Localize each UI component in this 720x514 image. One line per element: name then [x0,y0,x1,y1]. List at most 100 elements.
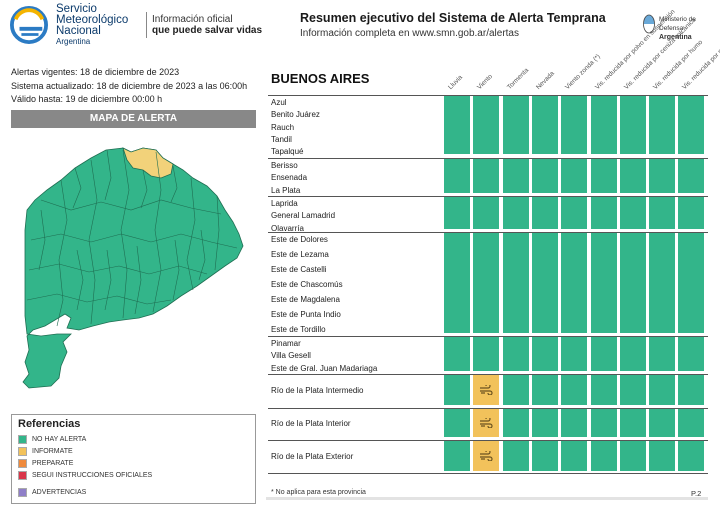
alert-cell-no-alert [444,159,470,193]
alert-cell-no-alert [444,441,470,471]
alert-cell-no-alert [649,233,676,333]
alert-cell-no-alert [590,197,617,229]
group-divider [268,232,708,233]
zone-label: Este de Magdalena [271,295,340,304]
alert-cell-no-alert [502,337,529,371]
alert-cell-no-alert [561,375,588,405]
province-title: BUENOS AIRES [271,71,370,86]
zone-label: Río de la Plata Interior [271,419,351,428]
page-number: P.2 [691,489,702,498]
alert-cell-no-alert [678,197,705,229]
legend-item-advertencias: ADVERTENCIAS [18,488,86,497]
shield-icon [643,14,655,34]
alert-cell-informate [473,409,500,437]
alert-cell-no-alert [444,197,470,229]
alert-cell-no-alert [561,233,588,333]
wind-icon [480,451,493,461]
wind-icon [480,385,493,395]
page-subtitle: Información completa en www.smn.gob.ar/a… [300,28,519,39]
zone-label: Olavarría [271,223,304,233]
alert-cell-no-alert [619,337,646,371]
zone-label: Berisso [271,161,298,170]
page-title: Resumen ejecutivo del Sistema de Alerta … [300,11,606,25]
footer-bar [266,497,708,500]
column-header: Viento [476,73,495,91]
alert-cell-no-alert [444,409,470,437]
zone-label: Laprida [271,199,298,208]
alert-map [22,147,244,389]
alert-cell-no-alert [502,197,529,229]
alert-cell-no-alert [678,159,705,193]
alert-cell-no-alert [473,96,500,154]
alert-cell-no-alert [473,159,500,193]
alert-cell-no-alert [561,409,588,437]
zone-label: Río de la Plata Exterior [271,452,354,461]
column-header: Lluvia [447,74,465,91]
alert-cell-no-alert [619,375,646,405]
alert-cell-no-alert [619,197,646,229]
alert-cell-no-alert [531,409,558,437]
alert-cell-no-alert [444,96,470,154]
group-divider [268,473,708,474]
alert-cell-no-alert [619,233,646,333]
legend-item-no-alert: NO HAY ALERTA [18,435,86,444]
alert-cell-no-alert [678,96,705,154]
group-divider [268,408,708,409]
alert-cell-no-alert [590,441,617,471]
alert-cell-no-alert [444,233,470,333]
alert-cell-no-alert [502,233,529,333]
footnote: * No aplica para esta provincia [271,489,366,496]
header: Servicio Meteorológico Nacional Argentin… [0,0,720,50]
map-title: MAPA DE ALERTA [11,110,256,128]
alert-cell-informate [473,375,500,405]
alert-cell-no-alert [502,159,529,193]
province-yellow-area [122,147,174,179]
alert-cell-no-alert [649,409,676,437]
alert-cell-no-alert [619,441,646,471]
smn-logo-icon [10,6,48,44]
alert-cell-informate [473,441,500,471]
valid-until: Válido hasta: 19 de diciembre 00:00 h [11,94,163,104]
legend-item-segui: SEGUI INSTRUCCIONES OFICIALES [18,471,152,480]
tagline: Información oficial que puede salvar vid… [152,14,263,36]
alert-cell-no-alert [531,197,558,229]
alert-cell-no-alert [561,96,588,154]
alert-cell-no-alert [619,409,646,437]
zone-label: Río de la Plata Intermedio [271,386,364,395]
alert-cell-no-alert [561,197,588,229]
zone-label: Este de Tordillo [271,325,326,334]
alert-cell-no-alert [502,96,529,154]
alert-cell-no-alert [561,159,588,193]
zone-label: Este de Chascomús [271,280,343,289]
alert-cell-no-alert [678,233,705,333]
zone-label: Pinamar [271,339,301,348]
alert-cell-no-alert [531,96,558,154]
ministry-logo: Ministerio de Defensa Argentina [643,14,713,41]
group-divider [268,336,708,337]
group-divider [268,440,708,441]
alert-cell-no-alert [444,337,470,371]
zone-label: Villa Gesell [271,351,311,361]
alert-cell-no-alert [649,197,676,229]
alert-cell-no-alert [678,375,705,405]
zone-label: La Plata [271,185,301,195]
group-divider [268,374,708,375]
group-divider [268,158,708,159]
divider [146,12,147,38]
legend: Referencias NO HAY ALERTA INFORMATE PREP… [11,414,256,504]
alert-cell-no-alert [649,96,676,154]
alert-cell-no-alert [561,441,588,471]
alert-date: Alertas vigentes: 18 de diciembre de 202… [11,67,180,77]
column-header: Nevada [534,70,556,91]
alert-cell-no-alert [502,441,529,471]
zone-label: Ensenada [271,173,308,183]
alert-cell-no-alert [678,441,705,471]
column-header: Tormenta [505,66,530,91]
zone-label: Este de Punta Indio [271,310,341,319]
zone-label: Tapalqué [271,147,304,157]
update-time: Sistema actualizado: 18 de diciembre de … [11,81,248,91]
alert-cell-no-alert [561,337,588,371]
alert-cell-no-alert [649,337,676,371]
alert-cell-no-alert [678,409,705,437]
group-divider [268,196,708,197]
